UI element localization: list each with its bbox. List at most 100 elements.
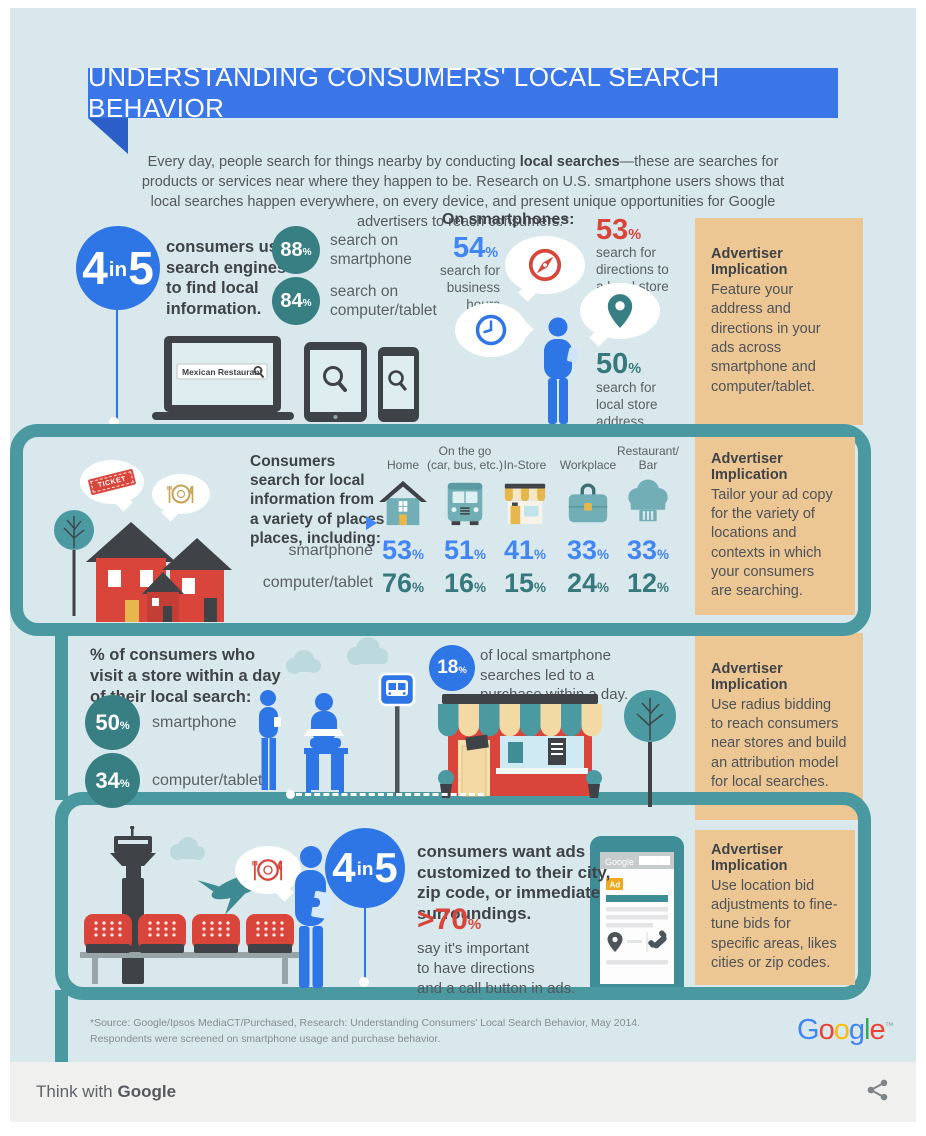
mobile-ad-mockup: Google Ad (590, 836, 684, 1000)
implication-body: Use radius bidding to reach consumers ne… (711, 696, 847, 790)
column-header-workplace: Workplace (559, 457, 617, 472)
on-smartphones-title: On smartphones: (442, 211, 575, 228)
search-icon (388, 370, 407, 391)
snake-footer-strip (55, 990, 68, 1062)
think-with-google-bar: Think with Google (10, 1062, 916, 1122)
table-value: 16% (443, 568, 487, 598)
laptop-search-input: Mexican Restaurant (182, 367, 262, 377)
stat-4in5-balloon: 4 in 5 (325, 828, 405, 908)
stat-34-circle: 34% (85, 753, 140, 808)
map-pin-bubble (580, 283, 660, 347)
phone-call-icon (648, 930, 667, 949)
source-line-2: Respondents were screened on smartphone … (90, 1032, 441, 1045)
path-start-dot (286, 790, 295, 799)
stat-88-circle: 88% (272, 226, 320, 274)
advertiser-implication-4: Advertiser Implication Use location bid … (695, 830, 855, 985)
storefront-illustration (438, 694, 602, 798)
stat-34-visit-label: computer/tablet (152, 772, 263, 789)
store-icon (504, 483, 546, 525)
snake-ring-section4 (55, 792, 871, 1000)
section3-heading: % of consumers who visit a store within … (90, 646, 281, 707)
stat-88-label: search on smartphone (330, 232, 412, 269)
stat-50-circle: 50% (85, 695, 140, 750)
balloon-string (364, 906, 366, 982)
pointer-arrow-icon (366, 516, 377, 530)
table-value: 51% (443, 535, 487, 565)
balloon-string-anchor (359, 977, 369, 987)
phone-header-logo: Google (605, 857, 634, 867)
intro-text-after: —these are searches for products or serv… (141, 153, 785, 231)
implication-body: Tailor your ad copy for the variety of l… (711, 486, 833, 600)
advertiser-implication-2: Advertiser Implication Tailor your ad co… (695, 437, 855, 615)
ad-badge: Ad (610, 881, 621, 890)
row-label-smartphone: smartphone (288, 542, 374, 559)
search-icon (253, 366, 265, 379)
compass-bubble (505, 236, 585, 302)
clock-bubble (455, 303, 534, 357)
implication-title: Advertiser Implication (711, 450, 788, 483)
tree-illustration (54, 510, 94, 616)
walking-path-dashed-line (296, 793, 484, 796)
implication-title: Advertiser Implication (711, 246, 788, 279)
section4-caption: consumers want ads customized to their c… (417, 842, 611, 924)
dining-bubble (152, 474, 210, 522)
section1-caption: consumers use search engines to find loc… (166, 238, 287, 318)
chef-hat-icon (628, 479, 668, 522)
bus-icon (447, 482, 483, 526)
stat-18-circle: 18% (429, 645, 475, 691)
advertiser-implication-1: Advertiser Implication Feature your addr… (695, 218, 863, 425)
ticket-icon: TICKET (87, 468, 137, 496)
stat-4in5-left: 4 (82, 242, 108, 294)
restaurant-plate-icon (252, 859, 283, 881)
intro-bold-text: local searches (519, 153, 620, 170)
stat-84-label: search on computer/tablet (330, 283, 437, 320)
intro-paragraph: Every day, people search for things near… (133, 152, 793, 233)
stat-50-visit-label: smartphone (152, 714, 237, 731)
title-banner: UNDERSTANDING CONSUMERS' LOCAL SEARCH BE… (88, 62, 838, 123)
column-header-onthego: On the go (car, bus, etc.) (426, 443, 504, 472)
restaurant-plate-icon (167, 484, 194, 504)
map-pin-icon (607, 294, 633, 328)
stat-4in5-right: 5 (128, 242, 154, 294)
stat-4in5-mid: in (108, 258, 128, 282)
stat-84-circle: 84% (272, 277, 320, 325)
person-with-phone (544, 317, 579, 424)
stat-53: 53% (596, 214, 642, 246)
houses-illustration (86, 522, 232, 622)
implication-body: Use location bid adjustments to fine-tun… (711, 877, 838, 971)
control-tower (110, 826, 156, 984)
stat-50-smartphone: 50% (596, 348, 642, 380)
balloon-string-anchor (109, 417, 119, 427)
table-value: 41% (503, 535, 547, 565)
column-header-restaurant: Restaurant/ Bar (616, 443, 680, 472)
clouds-illustration (286, 637, 388, 674)
briefcase-icon (568, 483, 608, 523)
row-label-computer-tablet: computer/tablet (262, 574, 373, 591)
bus-stop-people-illustration (259, 672, 416, 796)
balloon-string (116, 310, 118, 422)
devices-illustration: Mexican Restaurant (152, 336, 419, 422)
advertiser-implication-3: Advertiser Implication Use radius biddin… (695, 633, 863, 820)
implication-title: Advertiser Implication (711, 841, 788, 874)
source-note: *Source: Google/Ipsos MediaCT/Purchased,… (90, 1016, 670, 1048)
implication-title: Advertiser Implication (711, 660, 788, 693)
table-value: 33% (566, 535, 610, 565)
stat-4in5-balloon: 4 in 5 (76, 226, 160, 310)
table-value: 33% (626, 535, 670, 565)
source-line-1: *Source: Google/Ipsos MediaCT/Purchased,… (90, 1017, 641, 1029)
think-with-google-brand: Think with Google (36, 1082, 177, 1101)
cloud (170, 837, 205, 860)
section2-heading: Consumers search for local information f… (250, 453, 385, 547)
tree-illustration (624, 690, 676, 807)
clock-icon (475, 314, 507, 346)
intro-text: Every day, people search for things near… (147, 153, 520, 170)
snake-connector-left (55, 630, 68, 800)
trademark-symbol: ™ (884, 1020, 894, 1031)
page-title: UNDERSTANDING CONSUMERS' LOCAL SEARCH BE… (88, 62, 720, 123)
ticket-bubble: TICKET (80, 460, 144, 512)
implication-body: Feature your address and directions in y… (711, 282, 821, 395)
stat-gt70-label: say it's important to have directions an… (417, 940, 576, 997)
stat-53-label: search for directions to a local store (596, 245, 669, 294)
share-button[interactable] (866, 1078, 894, 1106)
